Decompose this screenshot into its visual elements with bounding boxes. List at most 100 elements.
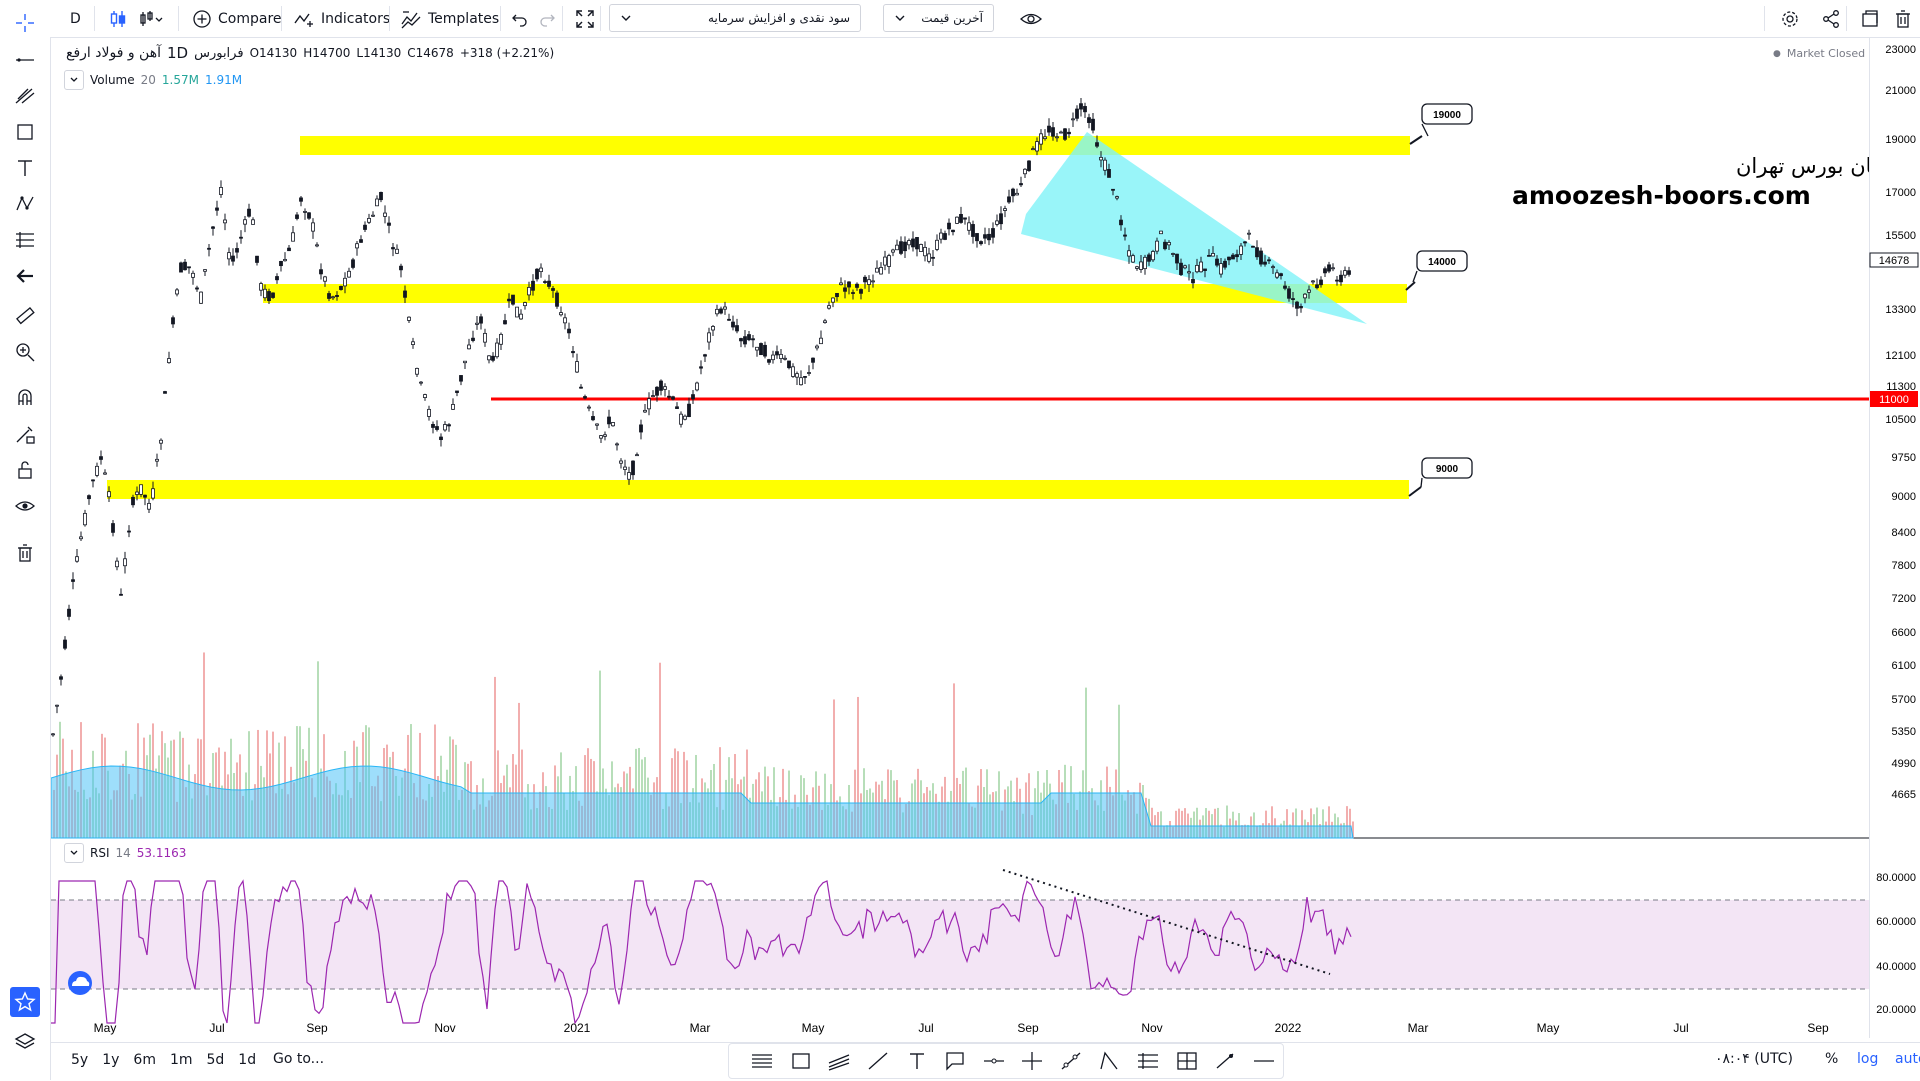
candle-body — [255, 255, 259, 263]
symbol-legend: آهن و فولاد ارفع 1D فرابورس O14130 H1470… — [66, 44, 554, 62]
measure-icon[interactable] — [1167, 1043, 1206, 1079]
price-dropdown[interactable]: آخرین قیمت — [883, 4, 994, 32]
gear-icon[interactable] — [1772, 0, 1808, 37]
callout-9000[interactable]: 9000 — [1408, 457, 1473, 497]
compare-button[interactable]: Compare — [184, 0, 290, 37]
watermark-persian: انجمن خبرگان بورس تهران — [1736, 154, 1869, 178]
volume-bar — [272, 731, 274, 838]
callout-icon[interactable] — [936, 1043, 975, 1079]
volume-bar — [953, 683, 955, 838]
indicators-button[interactable]: Indicators — [285, 0, 398, 37]
callout-19000[interactable]: 19000 — [1409, 103, 1473, 145]
magnet-icon[interactable] — [12, 385, 38, 411]
candle-body — [1159, 230, 1163, 235]
horizontal-line-icon[interactable] — [1245, 1043, 1284, 1079]
candle-body — [679, 413, 683, 425]
zone-9000[interactable] — [107, 480, 1409, 499]
pencil-lock-icon[interactable] — [12, 421, 38, 447]
candle-body — [183, 261, 187, 271]
candle-body — [531, 280, 535, 291]
share-icon[interactable] — [1813, 0, 1849, 37]
callout-14000[interactable]: 14000 — [1405, 250, 1468, 291]
log-toggle[interactable]: log — [1857, 1051, 1879, 1067]
text-icon[interactable] — [897, 1043, 936, 1079]
candle-body — [1091, 118, 1095, 131]
eye-icon[interactable] — [12, 493, 38, 519]
templates-button[interactable]: Templates — [392, 0, 507, 37]
rectangle-icon[interactable] — [12, 119, 38, 145]
text-icon[interactable] — [12, 155, 38, 181]
symbol-name[interactable]: آهن و فولاد ارفع — [66, 45, 161, 61]
auto-toggle[interactable]: auto — [1895, 1051, 1920, 1067]
rectangle-icon[interactable] — [782, 1043, 821, 1079]
fib-icon[interactable] — [1129, 1043, 1168, 1079]
range-1m[interactable]: 1m — [169, 1052, 193, 1068]
unlock-icon[interactable] — [12, 457, 38, 483]
range-1d[interactable]: 1d — [238, 1052, 257, 1068]
zoom-in-icon[interactable] — [12, 339, 38, 365]
candle-body — [863, 276, 867, 283]
star-icon[interactable] — [10, 987, 40, 1017]
range-1y[interactable]: 1y — [102, 1052, 120, 1068]
cloud-icon[interactable] — [68, 971, 92, 995]
horizontal-lines-icon[interactable] — [743, 1043, 782, 1079]
zone-19000[interactable] — [300, 136, 1410, 155]
time-label: Jul — [918, 1021, 933, 1035]
ruler-icon[interactable] — [12, 303, 38, 329]
candle-body — [315, 244, 319, 247]
collapse-rsi-button[interactable] — [64, 843, 84, 863]
candle-body — [675, 406, 679, 409]
symbol-dropdown[interactable]: سود نقدی و افزایش سرمایه — [609, 4, 861, 32]
trash-icon[interactable] — [12, 540, 38, 566]
triangle-icon[interactable] — [1090, 1043, 1129, 1079]
time-axis[interactable]: May Jul Sep Nov 2021 Mar May Jul Sep Nov 2022 Mar Ma… — [94, 1021, 1829, 1038]
clock-label[interactable]: ۰۸:۰۴ (UTC) — [1715, 1051, 1793, 1067]
candle-body — [1311, 280, 1315, 283]
interval-button[interactable]: D — [62, 0, 90, 37]
candle-body — [723, 306, 727, 310]
crosshair-icon[interactable] — [12, 10, 38, 36]
separator — [281, 6, 282, 31]
bar-type-icon[interactable] — [130, 0, 172, 37]
candle-body — [371, 214, 375, 217]
candle-body — [123, 558, 127, 567]
layers-icon[interactable] — [12, 1029, 38, 1055]
trash-icon[interactable] — [1886, 0, 1920, 37]
back-arrow-icon[interactable] — [12, 263, 38, 289]
candle-body — [783, 357, 787, 360]
trend-line-icon[interactable] — [12, 47, 38, 73]
collapse-volume-button[interactable] — [64, 70, 84, 90]
candle-body — [115, 560, 119, 568]
pitchfork-icon[interactable] — [12, 83, 38, 109]
snapshot-icon[interactable] — [1852, 0, 1888, 37]
candle-body — [363, 224, 367, 230]
price-scale[interactable]: 23000 21000 19000 17000 15500 13300 12100 11300… — [1869, 38, 1920, 1038]
pattern-icon[interactable] — [12, 191, 38, 217]
volume-bar — [1214, 808, 1216, 838]
range-5d[interactable]: 5d — [206, 1052, 225, 1068]
brush-icon[interactable] — [1206, 1043, 1245, 1079]
percent-toggle[interactable]: % — [1825, 1051, 1839, 1067]
time-label: May — [802, 1021, 825, 1035]
candle-body — [1171, 253, 1175, 255]
candle-body — [175, 289, 179, 295]
candle-body — [683, 415, 687, 420]
redo-icon[interactable] — [530, 0, 564, 37]
cross-line-icon[interactable] — [1013, 1043, 1052, 1079]
undo-icon[interactable] — [503, 0, 537, 37]
range-5y[interactable]: 5y — [71, 1052, 89, 1068]
trend-line-icon[interactable] — [859, 1043, 898, 1079]
goto-button[interactable]: Go to... — [273, 1051, 325, 1067]
ray-icon[interactable] — [1052, 1043, 1091, 1079]
horizontal-ray-icon[interactable] — [974, 1043, 1013, 1079]
candle-body — [291, 232, 295, 242]
parallel-channel-icon[interactable] — [820, 1043, 859, 1079]
price-label: 11300 — [1886, 381, 1916, 393]
fullscreen-icon[interactable] — [567, 0, 603, 37]
main-chart[interactable]: 19000 14000 9000 انجمن خبرگان بورس تهران… — [51, 38, 1869, 1038]
candles-icon[interactable] — [100, 0, 136, 37]
eye-icon[interactable] — [1011, 0, 1051, 37]
candle-body — [895, 244, 899, 251]
range-6m[interactable]: 6m — [133, 1052, 156, 1068]
projection-icon[interactable] — [12, 227, 38, 253]
